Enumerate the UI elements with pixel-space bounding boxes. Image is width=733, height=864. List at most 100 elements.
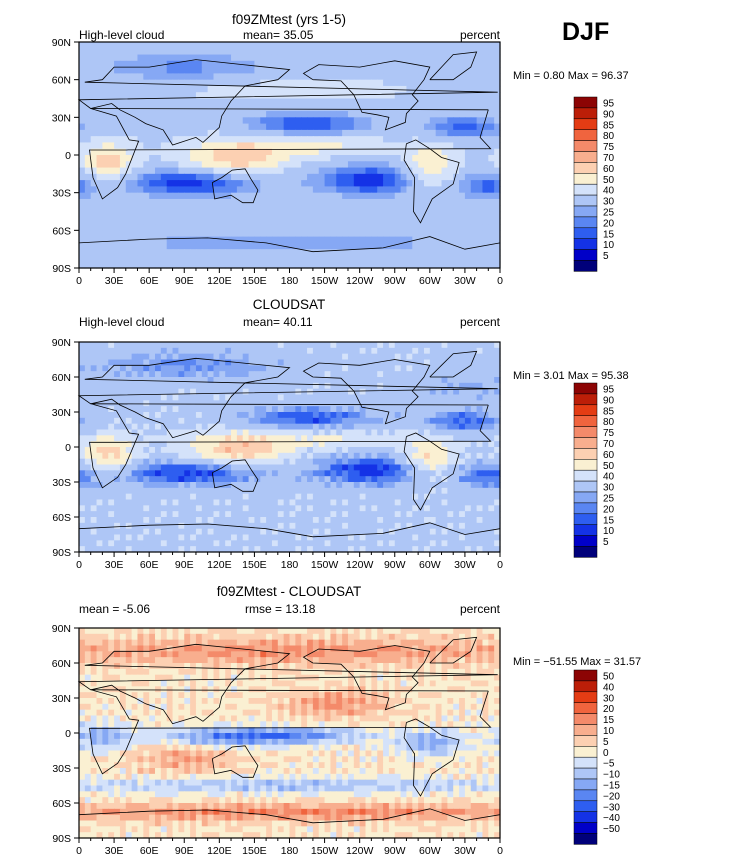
map-cell	[260, 167, 267, 175]
map-cell	[289, 104, 296, 112]
map-cell	[248, 129, 256, 137]
map-cell	[441, 129, 448, 137]
map-cell	[172, 198, 180, 206]
map-cell	[242, 522, 250, 530]
map-cell	[464, 242, 472, 250]
map-cell	[131, 353, 139, 361]
map-cell	[125, 230, 133, 238]
map-cell	[400, 452, 408, 460]
map-cell	[324, 67, 332, 74]
map-cell	[312, 359, 320, 366]
map-cell	[119, 511, 127, 518]
map-cell	[383, 371, 390, 378]
map-cell	[266, 79, 273, 87]
map-cell	[90, 353, 98, 361]
map-cell	[201, 148, 209, 156]
map-cell	[383, 429, 390, 436]
map-cell	[371, 447, 378, 454]
map-cell	[184, 499, 191, 506]
map-cell	[102, 423, 109, 431]
map-cell	[295, 242, 302, 250]
map-cell	[435, 441, 443, 448]
map-cell	[476, 186, 484, 194]
map-cell	[201, 167, 209, 175]
map-cell	[330, 359, 337, 366]
map-cell	[318, 236, 326, 244]
map-cell	[359, 129, 367, 137]
map-cell	[96, 261, 103, 269]
map-cell	[137, 186, 144, 194]
map-cell	[295, 347, 302, 355]
map-cell	[79, 464, 86, 471]
map-cell	[149, 382, 156, 390]
map-cell	[172, 499, 180, 506]
map-cell	[254, 382, 261, 390]
coastline	[78, 236, 501, 253]
map-cell	[195, 211, 203, 219]
map-cell	[318, 347, 326, 355]
map-cell	[184, 394, 191, 401]
map-cell	[377, 505, 384, 512]
map-cell	[242, 394, 250, 401]
map-cell	[371, 117, 378, 125]
map-cell	[219, 161, 226, 169]
map-cell	[330, 470, 337, 477]
map-cell	[178, 205, 185, 213]
map-cell	[423, 236, 431, 244]
map-cell	[137, 371, 144, 378]
map-cell	[155, 117, 162, 125]
map-cell	[488, 142, 495, 150]
map-cell	[125, 142, 133, 150]
map-cell	[277, 123, 285, 131]
map-cell	[213, 205, 220, 213]
map-cell	[277, 353, 285, 361]
map-cell	[318, 48, 326, 56]
map-cell	[330, 242, 337, 250]
map-cell	[149, 261, 156, 269]
map-cell	[377, 517, 384, 524]
map-cell	[494, 129, 501, 137]
map-cell	[119, 186, 127, 194]
map-cell	[84, 394, 92, 401]
map-cell	[494, 417, 501, 425]
map-cell	[470, 224, 478, 231]
map-cell	[137, 470, 144, 477]
map-cell	[400, 382, 408, 390]
map-cell	[295, 429, 302, 436]
map-cell	[295, 406, 302, 413]
map-cell	[400, 517, 408, 524]
map-cell	[260, 394, 267, 401]
map-cell	[242, 423, 250, 431]
map-cell	[371, 67, 378, 74]
map-cell	[453, 236, 460, 244]
map-cell	[254, 104, 261, 112]
map-cell	[383, 211, 390, 219]
map-cell	[383, 73, 390, 81]
map-cell	[365, 487, 372, 495]
map-cell	[447, 73, 454, 81]
map-cell	[459, 261, 466, 269]
map-cell	[90, 123, 98, 131]
map-cell	[231, 371, 238, 378]
map-cell	[464, 224, 472, 231]
map-cell	[295, 205, 302, 213]
map-cell	[412, 186, 419, 194]
map-cell	[318, 217, 326, 225]
map-cell	[90, 417, 98, 425]
map-cell	[236, 365, 244, 372]
map-cell	[312, 452, 320, 460]
map-cell	[90, 186, 98, 194]
map-cell	[266, 136, 273, 144]
map-cell	[482, 129, 489, 137]
map-cell	[453, 423, 460, 431]
map-cell	[494, 242, 501, 250]
map-cell	[190, 517, 197, 524]
map-cell	[377, 249, 384, 257]
map-cell	[195, 230, 203, 238]
map-cell	[79, 123, 86, 131]
map-cell	[108, 167, 115, 175]
map-cell	[155, 142, 162, 150]
map-cell	[90, 441, 98, 448]
map-cell	[96, 180, 103, 187]
map-cell	[96, 155, 103, 162]
